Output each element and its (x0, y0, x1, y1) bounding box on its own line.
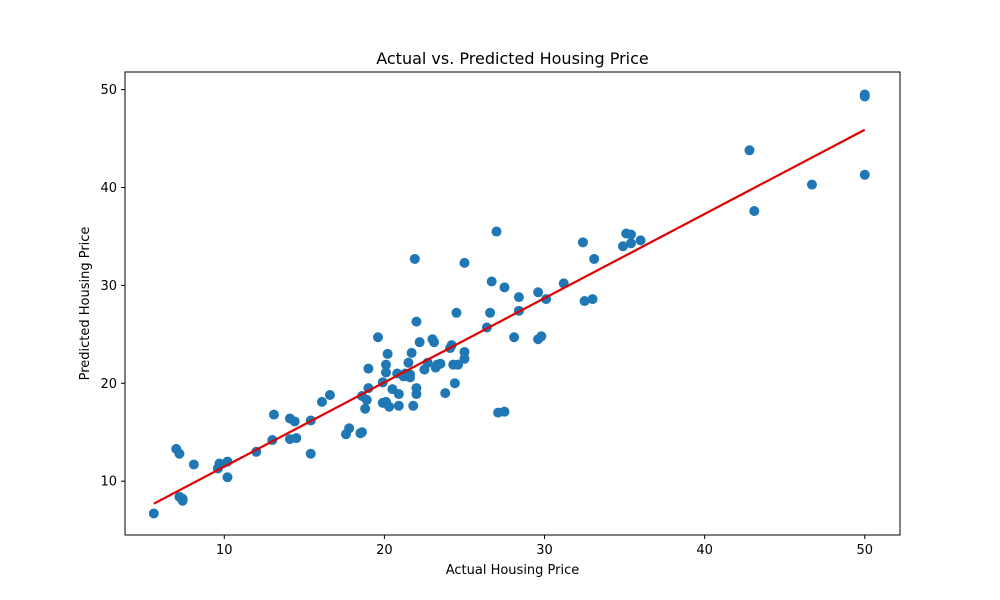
chart-title: Actual vs. Predicted Housing Price (376, 49, 649, 68)
data-point (513, 292, 524, 303)
plot-area-frame (124, 71, 901, 536)
data-point (744, 145, 755, 156)
y-tick-label: 10 (100, 475, 117, 490)
y-tick-label: 30 (100, 279, 117, 294)
data-point (409, 253, 420, 264)
data-point (435, 358, 446, 369)
data-point (440, 388, 451, 399)
data-point (625, 238, 636, 249)
data-point (393, 400, 404, 411)
data-point (411, 383, 422, 394)
data-point (617, 241, 628, 252)
data-point (361, 394, 372, 405)
data-point (291, 433, 302, 444)
y-tick-label: 50 (100, 83, 117, 98)
data-point (384, 401, 395, 412)
data-point (356, 427, 367, 438)
data-point (360, 403, 371, 414)
data-point (411, 316, 422, 327)
data-point (429, 337, 440, 348)
data-point (174, 448, 185, 459)
data-point (486, 276, 497, 287)
data-point (533, 287, 544, 298)
data-point (188, 459, 199, 470)
data-point (324, 390, 335, 401)
fit-line (153, 128, 866, 505)
y-tick-label: 20 (100, 377, 117, 392)
x-tick-label: 20 (376, 543, 393, 558)
x-axis-ticks: 10 20 30 40 50 (216, 535, 873, 558)
data-point (405, 372, 416, 383)
data-point (406, 347, 417, 358)
data-point (316, 396, 327, 407)
data-point (459, 353, 470, 364)
data-point (408, 400, 419, 411)
data-point (453, 359, 464, 370)
data-point (381, 367, 392, 378)
data-point (749, 205, 760, 216)
data-point (414, 337, 425, 348)
data-point (305, 448, 316, 459)
data-point (344, 423, 355, 434)
data-point (381, 359, 392, 370)
y-axis-ticks: 10 20 30 40 50 (100, 83, 125, 490)
data-point (536, 331, 547, 342)
data-point (268, 409, 279, 420)
data-point (214, 458, 225, 469)
data-point (393, 389, 404, 400)
data-point (403, 357, 414, 368)
data-points (148, 89, 870, 519)
x-axis-title: Actual Housing Price (446, 563, 580, 578)
data-point (449, 378, 460, 389)
data-point (499, 282, 510, 293)
data-point (382, 348, 393, 359)
data-point (587, 294, 598, 305)
fit-line-group (153, 128, 866, 505)
data-point (372, 332, 383, 343)
data-point (485, 307, 496, 318)
data-point (499, 406, 510, 417)
data-point (589, 253, 600, 264)
data-point (289, 416, 300, 427)
x-tick-label: 50 (856, 543, 873, 558)
x-tick-label: 10 (216, 543, 233, 558)
data-point (579, 296, 590, 307)
data-point (635, 235, 646, 246)
x-tick-label: 40 (696, 543, 713, 558)
data-point (509, 332, 520, 343)
data-point (177, 495, 188, 506)
data-point (222, 472, 233, 483)
data-point (625, 229, 636, 240)
data-point (363, 363, 374, 374)
data-point (806, 179, 817, 190)
data-point (451, 307, 462, 318)
data-point (859, 169, 870, 180)
data-point (459, 346, 470, 357)
y-tick-label: 40 (100, 181, 117, 196)
data-point (491, 226, 502, 237)
y-axis-title: Predicted Housing Price (78, 227, 93, 381)
data-point (859, 91, 870, 102)
x-tick-label: 30 (536, 543, 553, 558)
data-point (577, 237, 588, 248)
data-point (459, 257, 470, 268)
data-point (148, 508, 159, 519)
